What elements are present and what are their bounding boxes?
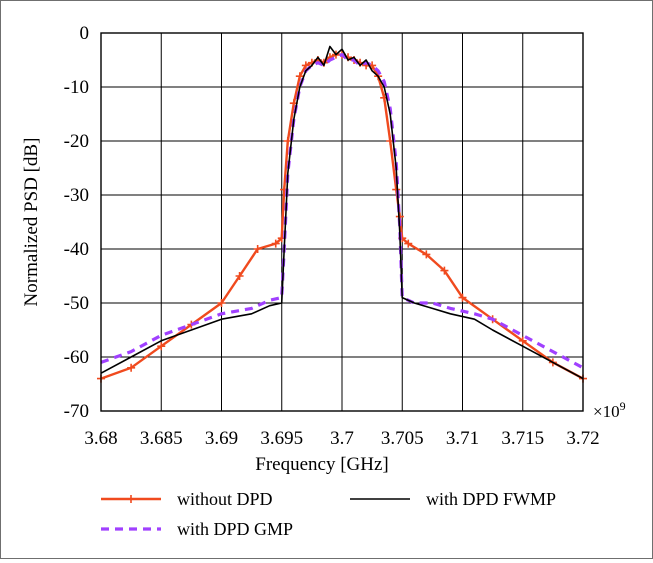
x-tick-label: 3.705 bbox=[381, 428, 424, 449]
legend-marker bbox=[127, 495, 135, 503]
grid-lines bbox=[100, 32, 584, 412]
data-point-marker bbox=[271, 239, 280, 248]
y-tick-label: 0 bbox=[80, 23, 90, 44]
y-tick-label: -50 bbox=[64, 293, 89, 314]
x-tick-label: 3.7 bbox=[330, 428, 354, 449]
legend: without DPD with DPD FWMP with DPD GMP bbox=[101, 489, 556, 539]
x-tick-label: 3.68 bbox=[84, 428, 117, 449]
x-tick-label: 3.71 bbox=[446, 428, 479, 449]
data-point-marker bbox=[283, 137, 292, 145]
legend-label: without DPD bbox=[177, 489, 273, 509]
y-tick-label: -70 bbox=[64, 401, 89, 422]
data-point-marker bbox=[440, 266, 449, 275]
data-point-marker bbox=[217, 299, 226, 307]
legend-item-without-dpd: without DPD bbox=[101, 489, 273, 509]
series-layer bbox=[97, 45, 587, 383]
y-tick-label: -20 bbox=[64, 131, 89, 152]
data-point-marker bbox=[458, 293, 467, 302]
series-with-dpd-gmp bbox=[100, 53, 584, 370]
series-line-with-dpd-gmp bbox=[100, 53, 584, 370]
series-with-dpd-fwmp bbox=[100, 45, 584, 380]
x-tick-label: 3.715 bbox=[501, 428, 544, 449]
data-point-marker bbox=[253, 245, 262, 253]
data-point-marker bbox=[518, 336, 527, 345]
data-point-marker bbox=[392, 185, 401, 194]
x-multiplier: ×109 bbox=[593, 399, 626, 421]
x-tick-label: 3.685 bbox=[140, 428, 183, 449]
data-point-marker bbox=[301, 61, 310, 70]
legend-label: with DPD FWMP bbox=[426, 489, 556, 509]
y-tick-label: -60 bbox=[64, 347, 89, 368]
data-point-marker bbox=[127, 363, 136, 372]
data-point-marker bbox=[404, 239, 413, 248]
data-point-marker bbox=[235, 272, 244, 280]
x-tick-label: 3.72 bbox=[566, 428, 599, 449]
y-tick-label: -30 bbox=[64, 185, 89, 206]
y-axis-label: Normalized PSD [dB] bbox=[21, 138, 42, 307]
y-tick-labels: 0 -10 -20 -30 -40 -50 -60 -70 bbox=[64, 23, 89, 422]
y-tick-label: -40 bbox=[64, 239, 89, 260]
x-tick-label: 3.695 bbox=[260, 428, 303, 449]
x-axis-label: Frequency [GHz] bbox=[255, 454, 388, 475]
data-point-marker bbox=[295, 72, 304, 81]
x-tick-labels: 3.68 3.685 3.69 3.695 3.7 3.705 3.71 3.715 3.72 bbox=[84, 428, 599, 449]
series-line-with-dpd-fwmp bbox=[100, 45, 584, 380]
legend-item-with-dpd-gmp: with DPD GMP bbox=[101, 519, 293, 539]
data-point-marker bbox=[157, 342, 166, 351]
plot-area bbox=[100, 32, 584, 412]
data-point-marker bbox=[422, 250, 431, 259]
legend-label: with DPD GMP bbox=[177, 519, 293, 539]
legend-item-with-dpd-fwmp: with DPD FWMP bbox=[350, 489, 556, 509]
x-tick-label: 3.69 bbox=[205, 428, 238, 449]
y-tick-label: -10 bbox=[64, 77, 89, 98]
